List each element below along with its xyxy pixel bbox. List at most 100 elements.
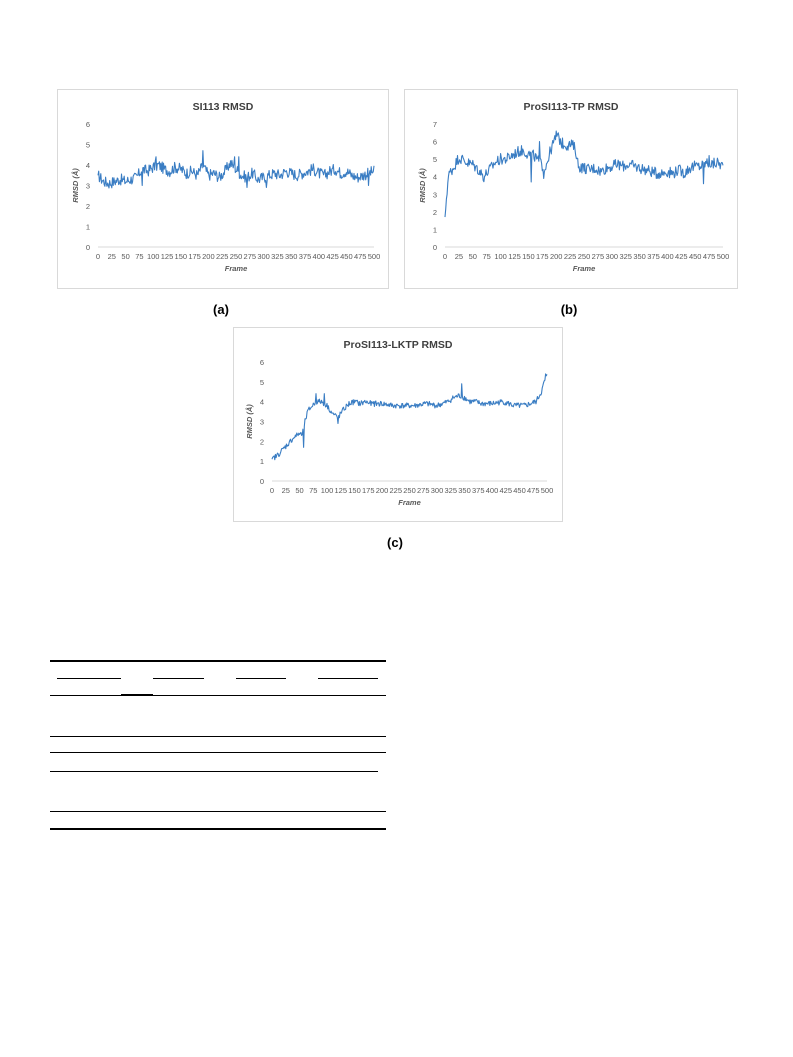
x-tick-label: 225 [216,252,229,261]
x-tick-label: 25 [282,486,290,495]
x-tick-label: 400 [313,252,326,261]
series-line [97,150,375,189]
x-tick-label: 25 [108,252,116,261]
series-line [444,130,724,218]
x-tick-label: 100 [494,252,507,261]
chart-title: ProSI113-TP RMSD [524,101,619,113]
y-tick-label: 0 [260,477,264,486]
x-tick-label: 175 [362,486,375,495]
x-tick-label: 450 [340,252,353,261]
table-row-rule-4 [50,811,386,812]
x-tick-label: 300 [431,486,444,495]
table-header-rule-b [50,695,386,696]
chart-svg-c: ProSI113-LKTP RMSD 0 1 2 3 4 5 6 0 25 50 75 100 125 15… [245,339,554,507]
x-tick-label: 350 [633,252,646,261]
x-tick-label: 75 [309,486,317,495]
x-tick-label: 75 [135,252,143,261]
x-tick-label: 275 [244,252,257,261]
caption-c: (c) [387,535,403,550]
y-tick-label: 1 [433,225,437,234]
x-tick-label: 500 [368,252,381,261]
x-tick-label: 350 [458,486,471,495]
x-tick-label: 325 [271,252,284,261]
x-tick-label: 375 [647,252,660,261]
y-tick-label: 6 [86,120,90,129]
y-tick-label: 5 [433,155,437,164]
chart-panel-c: ProSI113-LKTP RMSD 0 1 2 3 4 5 6 0 25 50 75 100 125 15… [233,327,563,522]
table-row-rule-1 [50,736,386,737]
x-tick-label: 300 [257,252,270,261]
x-tick-label: 250 [403,486,416,495]
x-tick-label: 450 [689,252,702,261]
y-axis-title: RMSD (Å) [71,168,80,203]
y-tick-label: 1 [86,223,90,232]
y-tick-label: 3 [260,418,264,427]
x-tick-label: 250 [578,252,591,261]
x-axis-title: Frame [398,498,421,507]
x-tick-label: 150 [175,252,188,261]
y-tick-label: 3 [433,190,437,199]
x-tick-label: 225 [389,486,402,495]
x-tick-label: 300 [606,252,619,261]
x-tick-label: 325 [444,486,457,495]
y-tick-label: 4 [433,173,437,182]
x-tick-label: 175 [536,252,549,261]
x-axis-title: Frame [225,264,248,273]
y-tick-label: 5 [86,141,90,150]
table-top-rule [50,660,386,662]
x-tick-label: 25 [455,252,463,261]
caption-b: (b) [560,302,578,317]
x-tick-label: 400 [661,252,674,261]
x-tick-label: 100 [147,252,160,261]
x-tick-label: 375 [472,486,485,495]
x-tick-label: 200 [202,252,215,261]
x-tick-label: 475 [703,252,716,261]
x-tick-label: 200 [550,252,563,261]
x-tick-label: 475 [527,486,540,495]
x-tick-label: 325 [619,252,632,261]
x-tick-label: 275 [417,486,430,495]
y-tick-label: 2 [260,437,264,446]
x-tick-label: 150 [522,252,535,261]
x-axis-title: Frame [573,264,596,273]
y-tick-label: 7 [433,120,437,129]
chart-panel-a: SI113 RMSD 0 1 2 3 4 5 6 0 25 50 75 100 125 150 175 200 2… [57,89,389,289]
y-tick-label: 2 [86,202,90,211]
x-tick-label: 425 [326,252,339,261]
x-tick-label: 125 [161,252,174,261]
x-tick-label: 425 [675,252,688,261]
x-tick-label: 500 [717,252,730,261]
x-tick-label: 425 [499,486,512,495]
x-tick-label: 50 [469,252,477,261]
y-tick-label: 6 [260,358,264,367]
x-tick-label: 0 [96,252,100,261]
table-header-underline-3 [236,678,286,679]
x-tick-label: 500 [541,486,554,495]
x-tick-label: 125 [508,252,521,261]
table-header-underline-2 [153,678,204,679]
x-tick-label: 275 [592,252,605,261]
x-tick-label: 350 [285,252,298,261]
caption-a: (a) [213,302,229,317]
x-tick-label: 50 [121,252,129,261]
table-row-rule-3 [50,771,378,772]
table-header-underline-1 [57,678,121,679]
x-tick-label: 175 [188,252,201,261]
chart-svg-b: ProSI113-TP RMSD 0 1 2 3 4 5 6 7 0 25 50 75 100 125 150… [418,101,730,273]
table-bottom-rule [50,828,386,830]
x-tick-label: 0 [270,486,274,495]
y-tick-label: 1 [260,457,264,466]
x-tick-label: 50 [295,486,303,495]
x-tick-label: 100 [321,486,334,495]
y-tick-label: 0 [433,243,437,252]
y-axis-title: RMSD (Å) [418,168,427,203]
y-tick-label: 3 [86,182,90,191]
y-tick-label: 5 [260,378,264,387]
y-tick-label: 4 [260,398,264,407]
y-axis-title: RMSD (Å) [245,404,254,439]
y-tick-label: 2 [433,208,437,217]
x-tick-label: 75 [483,252,491,261]
x-tick-label: 200 [376,486,389,495]
y-tick-label: 0 [86,243,90,252]
